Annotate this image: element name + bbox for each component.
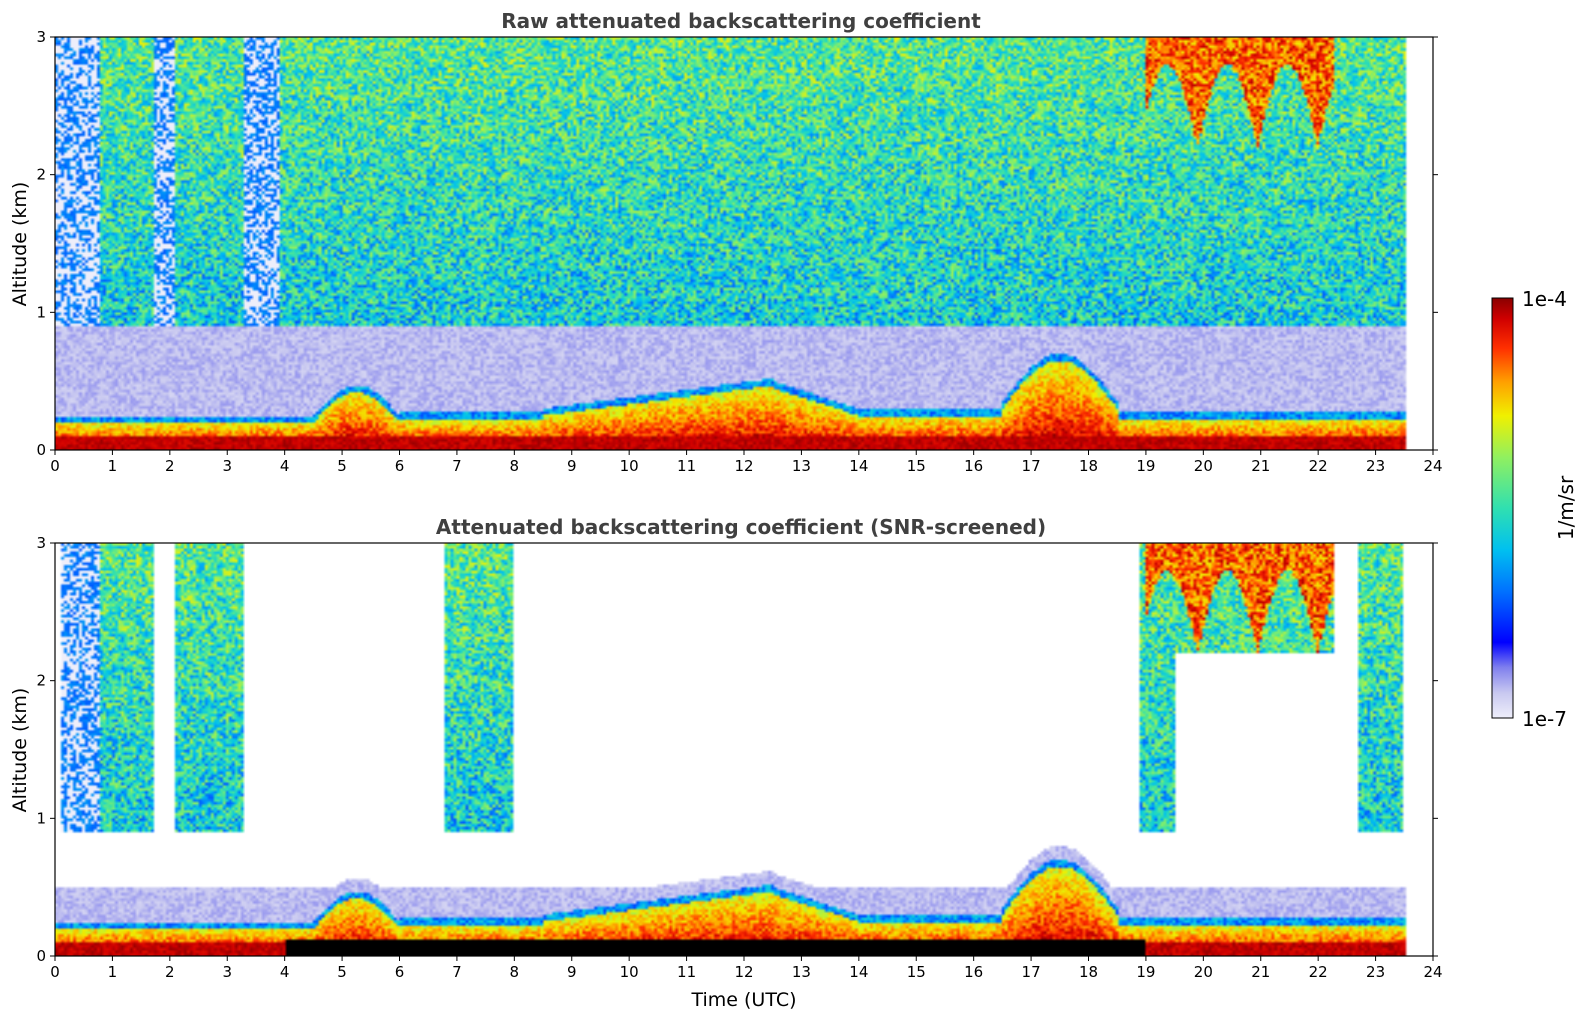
x-tick-label: 2 xyxy=(165,963,175,981)
x-tick-label: 9 xyxy=(567,457,577,475)
x-tick-label: 11 xyxy=(677,457,696,475)
x-tick-label: 1 xyxy=(108,963,118,981)
x-tick-label: 12 xyxy=(734,963,753,981)
x-tick-label: 20 xyxy=(1194,963,1213,981)
panel-snr-xlabel: Time (UTC) xyxy=(690,989,796,1011)
x-tick-label: 12 xyxy=(734,457,753,475)
y-tick-label: 1 xyxy=(36,809,46,827)
x-tick-label: 19 xyxy=(1136,963,1155,981)
colorbar-unit-label: 1/m/sr xyxy=(1554,475,1578,540)
y-tick-label: 1 xyxy=(36,303,46,321)
x-tick-label: 9 xyxy=(567,963,577,981)
colorbar-gradient xyxy=(1491,297,1514,719)
x-tick-label: 6 xyxy=(395,457,405,475)
x-tick-label: 24 xyxy=(1423,457,1442,475)
panel-snr-plot xyxy=(55,543,1433,956)
y-tick-label: 2 xyxy=(36,672,46,690)
x-tick-label: 10 xyxy=(620,963,639,981)
x-tick-label: 8 xyxy=(510,457,520,475)
y-tick-label: 3 xyxy=(36,28,46,46)
x-tick-label: 13 xyxy=(792,457,811,475)
panel-snr: Attenuated backscattering coefficient (S… xyxy=(9,515,1443,1011)
panel-raw-ticks: 0 1 2 3 4 5 6 7 8 9 10 11 12 13 14 15 16 17 18 19 20 21 22 23 24… xyxy=(36,28,1442,475)
panel-raw-plot xyxy=(55,37,1433,450)
x-tick-label: 19 xyxy=(1136,457,1155,475)
x-tick-label: 17 xyxy=(1022,457,1041,475)
x-tick-label: 5 xyxy=(337,457,347,475)
x-tick-label: 14 xyxy=(849,457,868,475)
panel-snr-ticks: 0 1 2 3 4 5 6 7 8 9 10 11 12 13 14 15 16 17 18 19 20 21 22 23 24… xyxy=(36,534,1442,981)
x-tick-label: 16 xyxy=(964,963,983,981)
colorbar-max-label: 1e-4 xyxy=(1522,287,1567,311)
colorbar-min-label: 1e-7 xyxy=(1522,707,1567,731)
x-tick-label: 3 xyxy=(222,963,232,981)
x-tick-label: 23 xyxy=(1366,457,1385,475)
x-tick-label: 7 xyxy=(452,963,462,981)
x-tick-label: 5 xyxy=(337,963,347,981)
x-tick-label: 7 xyxy=(452,457,462,475)
x-tick-label: 15 xyxy=(907,963,926,981)
x-tick-label: 15 xyxy=(907,457,926,475)
x-tick-label: 6 xyxy=(395,963,405,981)
x-tick-label: 14 xyxy=(849,963,868,981)
x-tick-label: 4 xyxy=(280,963,290,981)
x-tick-label: 24 xyxy=(1423,963,1442,981)
panel-raw: Raw attenuated backscattering coefficien… xyxy=(9,9,1443,475)
x-tick-label: 13 xyxy=(792,963,811,981)
heatmap-image xyxy=(55,543,1433,956)
x-tick-label: 18 xyxy=(1079,457,1098,475)
heatmap-image xyxy=(55,37,1433,450)
y-tick-label: 3 xyxy=(36,534,46,552)
x-tick-label: 8 xyxy=(510,963,520,981)
x-tick-label: 22 xyxy=(1309,963,1328,981)
x-tick-label: 0 xyxy=(50,963,60,981)
panel-raw-ylabel: Altitude (km) xyxy=(9,182,31,307)
x-tick-label: 22 xyxy=(1309,457,1328,475)
x-tick-label: 18 xyxy=(1079,963,1098,981)
x-tick-label: 21 xyxy=(1251,963,1270,981)
colorbar: 1e-4 1e-7 1/m/sr xyxy=(1491,287,1578,731)
panel-snr-title: Attenuated backscattering coefficient (S… xyxy=(436,515,1046,539)
x-tick-label: 20 xyxy=(1194,457,1213,475)
panel-snr-ylabel: Altitude (km) xyxy=(9,688,31,813)
x-tick-label: 4 xyxy=(280,457,290,475)
x-tick-label: 11 xyxy=(677,963,696,981)
y-tick-label: 0 xyxy=(36,947,46,965)
x-tick-label: 3 xyxy=(222,457,232,475)
y-tick-label: 2 xyxy=(36,166,46,184)
y-tick-label: 0 xyxy=(36,441,46,459)
x-tick-label: 10 xyxy=(620,457,639,475)
x-tick-label: 23 xyxy=(1366,963,1385,981)
x-tick-label: 21 xyxy=(1251,457,1270,475)
x-tick-label: 16 xyxy=(964,457,983,475)
x-tick-label: 2 xyxy=(165,457,175,475)
x-tick-label: 17 xyxy=(1022,963,1041,981)
x-tick-label: 0 xyxy=(50,457,60,475)
x-tick-label: 1 xyxy=(108,457,118,475)
panel-raw-title: Raw attenuated backscattering coefficien… xyxy=(501,9,981,33)
